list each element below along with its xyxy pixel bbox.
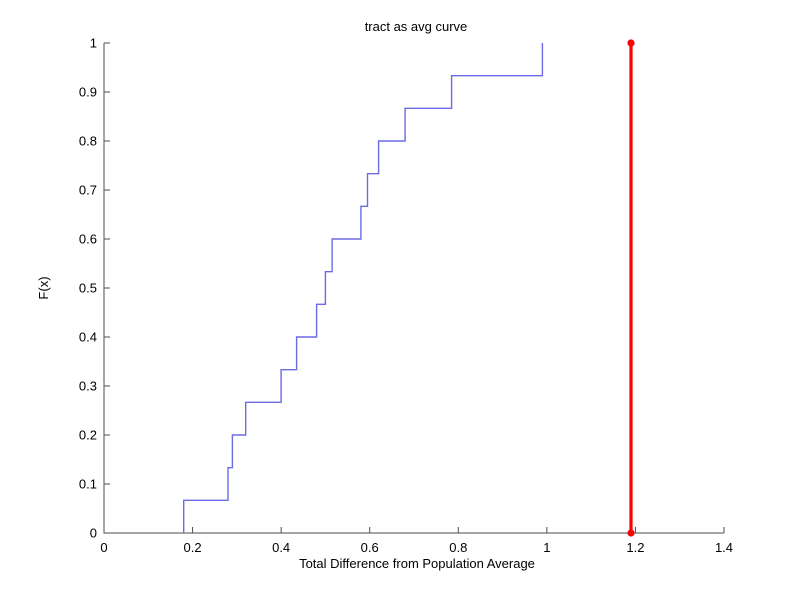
y-tick-label: 0.2	[79, 428, 97, 443]
y-tick-label: 0	[90, 526, 97, 541]
x-tick-label: 1	[543, 540, 550, 555]
x-tick-label: 0.4	[272, 540, 290, 555]
y-tick-label: 0.6	[79, 232, 97, 247]
reference-line-marker	[627, 529, 635, 537]
y-tick-label: 0.9	[79, 85, 97, 100]
x-tick-label: 0.8	[449, 540, 467, 555]
x-tick-label: 0.2	[184, 540, 202, 555]
axes: 0 0.2 0.4 0.6 0.8 1 1.2 1.4 0 0.1 0.2 0.3 0.4 0.5 0.6 0…	[79, 36, 733, 556]
x-axis-label: Total Difference from Population Average	[299, 556, 535, 571]
reference-line-marker	[627, 39, 635, 47]
x-tick-label: 0	[100, 540, 107, 555]
y-tick-label: 0.8	[79, 134, 97, 149]
x-tick-label: 0.6	[361, 540, 379, 555]
y-tick-label: 0.1	[79, 477, 97, 492]
y-tick-label: 0.7	[79, 183, 97, 198]
y-tick-label: 1	[90, 36, 97, 51]
plot-series	[183, 39, 635, 537]
x-tick-label: 1.4	[715, 540, 733, 555]
ecdf-step-curve	[183, 43, 544, 533]
y-tick-label: 0.3	[79, 379, 97, 394]
chart-title: tract as avg curve	[365, 19, 468, 34]
y-tick-label: 0.5	[79, 281, 97, 296]
x-tick-label: 1.2	[626, 540, 644, 555]
y-axis-label: F(x)	[36, 276, 51, 299]
y-tick-label: 0.4	[79, 330, 97, 345]
